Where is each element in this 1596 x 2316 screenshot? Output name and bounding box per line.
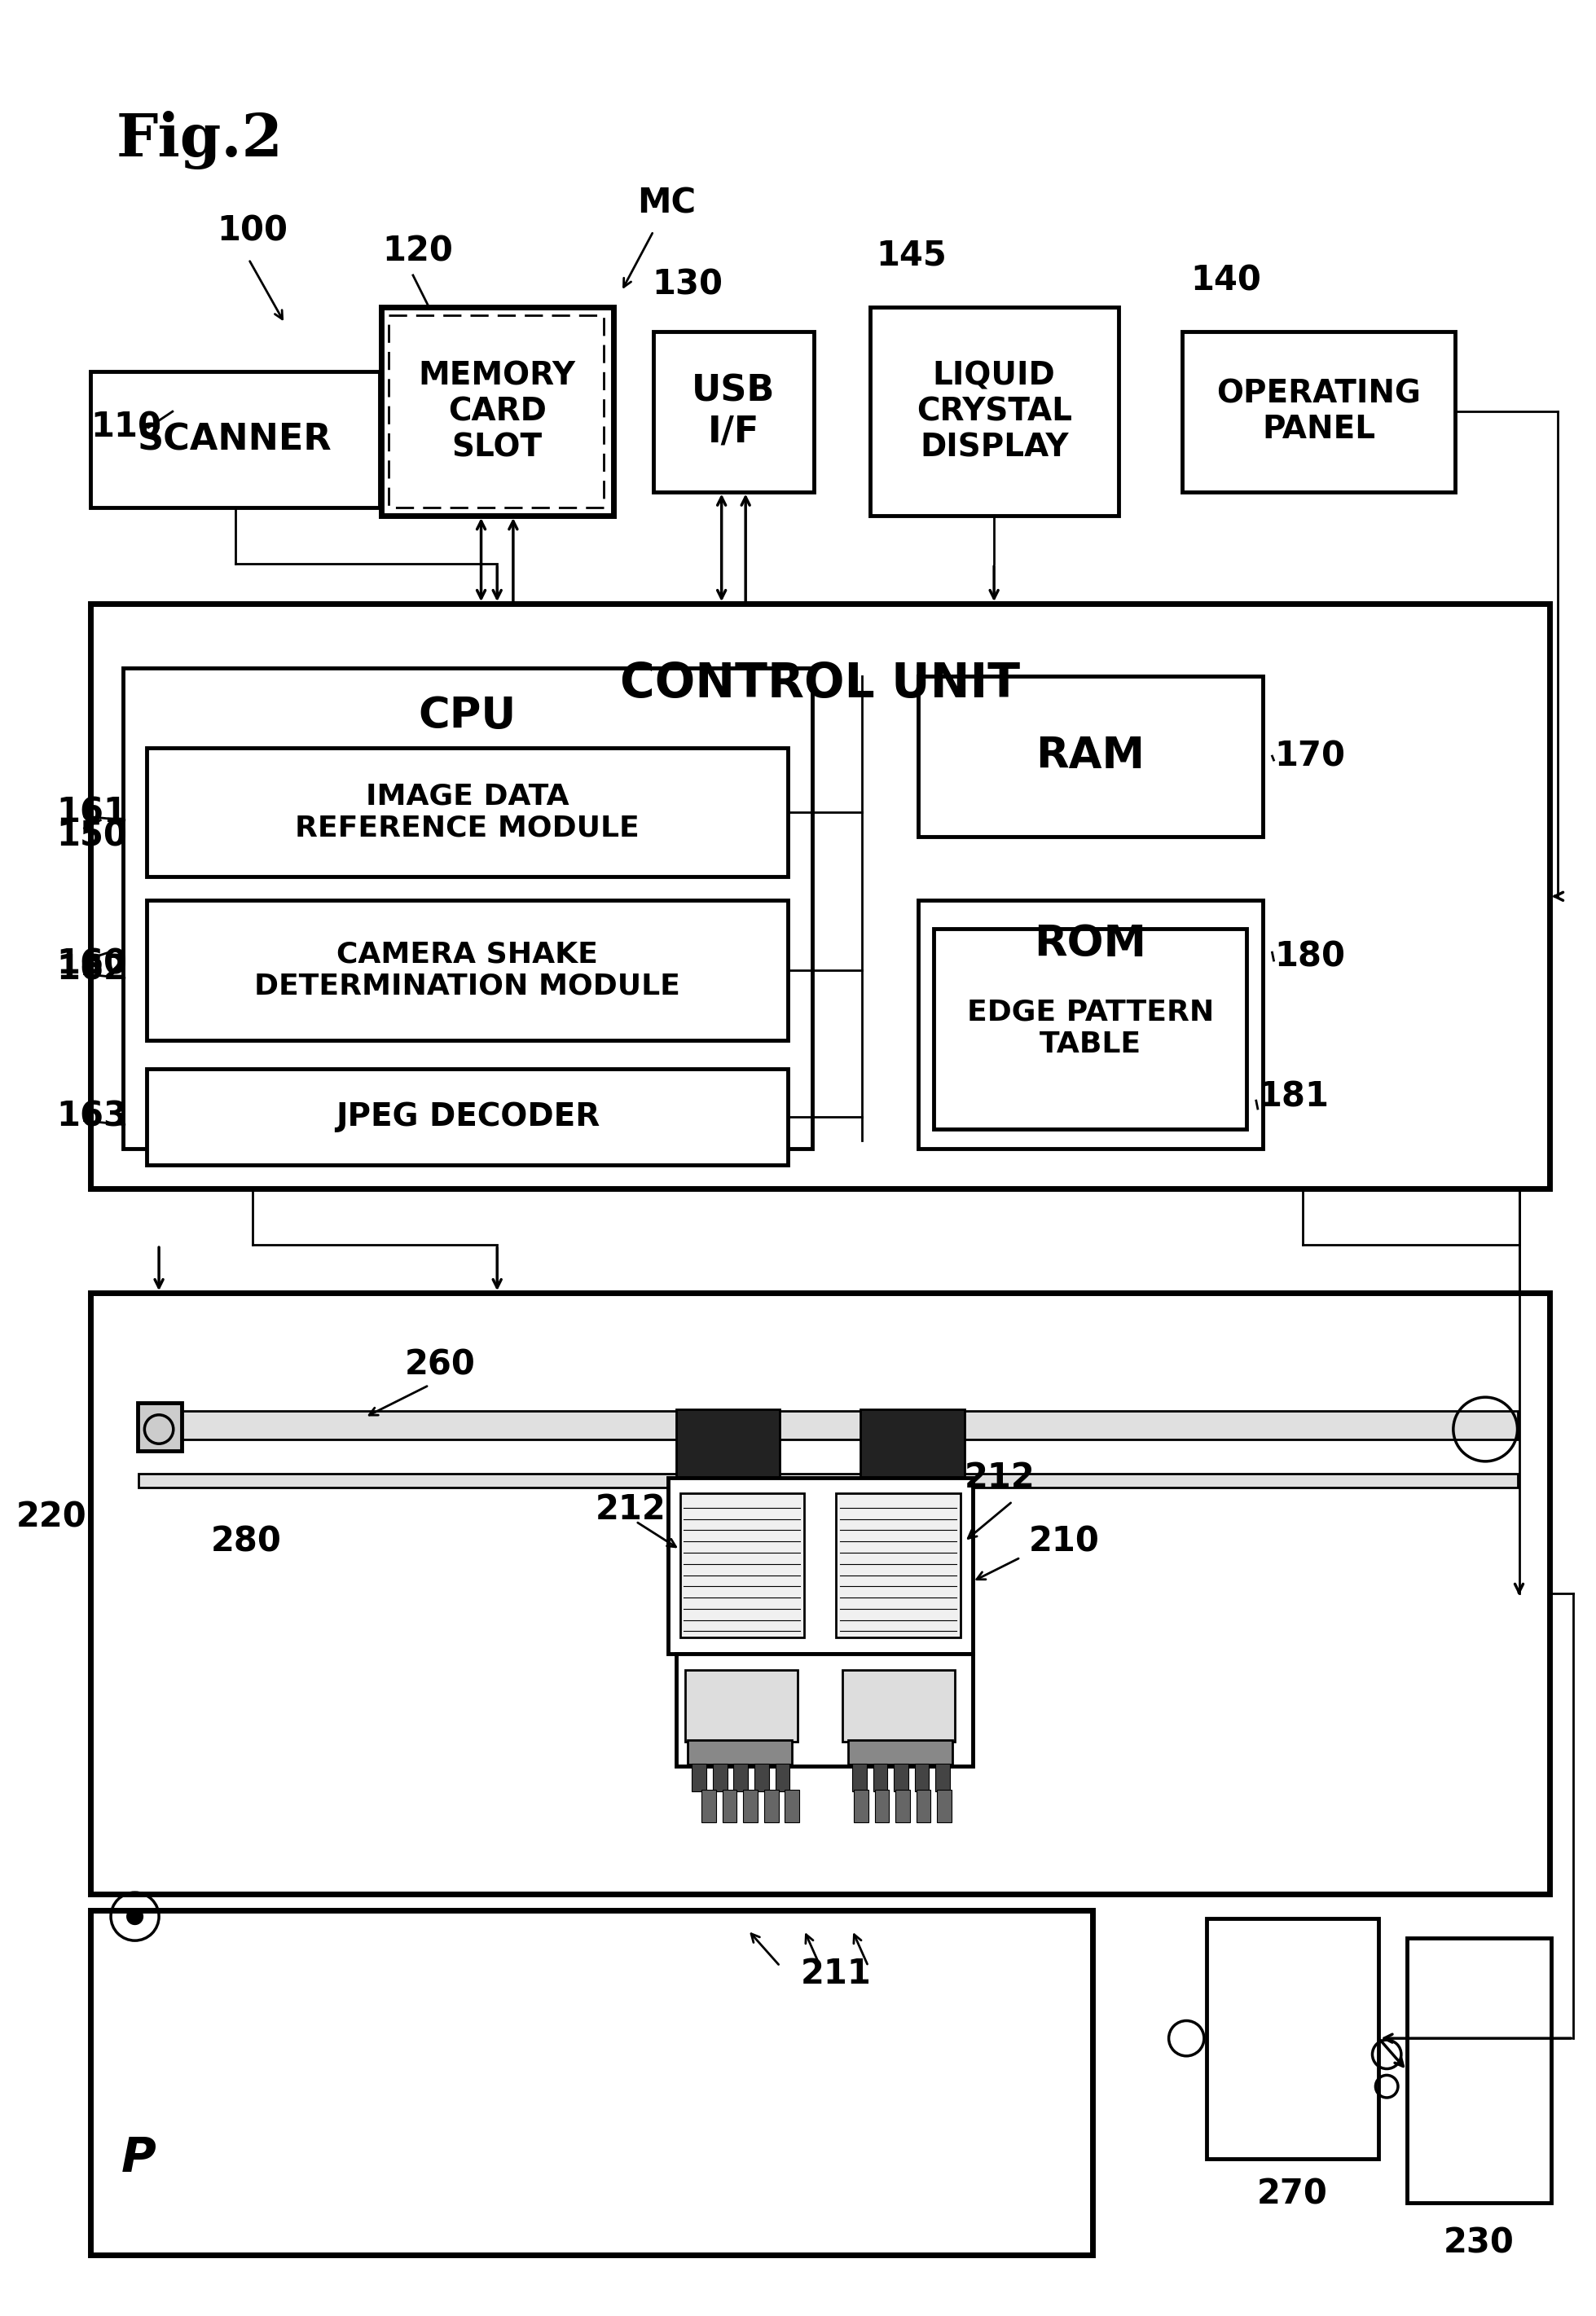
Text: SCANNER: SCANNER — [137, 422, 332, 456]
Bar — [686, 1670, 798, 1742]
Bar — [935, 1762, 950, 1793]
Bar — [653, 331, 814, 491]
Bar — [937, 1790, 951, 1823]
Bar — [723, 1790, 737, 1823]
Circle shape — [126, 1908, 144, 1925]
Bar — [389, 315, 603, 507]
Bar — [139, 1410, 1518, 1441]
Bar — [667, 1478, 972, 1654]
Text: 211: 211 — [801, 1957, 871, 1992]
Bar — [680, 1494, 804, 1637]
Bar — [147, 1068, 788, 1165]
Text: 180: 180 — [1275, 940, 1345, 973]
Bar — [702, 1790, 717, 1823]
Text: 145: 145 — [876, 239, 946, 273]
Text: IMAGE DATA
REFERENCE MODULE: IMAGE DATA REFERENCE MODULE — [295, 783, 640, 843]
Text: 220: 220 — [16, 1501, 86, 1536]
Bar — [693, 1762, 707, 1793]
Text: 110: 110 — [91, 410, 161, 445]
Text: MC: MC — [637, 185, 696, 220]
Bar — [713, 1762, 728, 1793]
Text: Fig.2: Fig.2 — [117, 111, 284, 169]
Bar — [895, 1790, 910, 1823]
Text: 160: 160 — [56, 947, 128, 982]
Bar — [918, 676, 1262, 836]
Text: 212: 212 — [595, 1492, 667, 1526]
Bar — [934, 929, 1246, 1128]
Bar — [688, 1739, 792, 1765]
Bar — [1406, 1938, 1551, 2203]
Text: 120: 120 — [383, 234, 453, 269]
Text: LIQUID
CRYSTAL
DISPLAY: LIQUID CRYSTAL DISPLAY — [916, 361, 1073, 463]
Bar — [147, 901, 788, 1040]
Bar — [860, 1408, 964, 1482]
Bar — [847, 1739, 953, 1765]
Bar — [91, 604, 1550, 1188]
Bar — [1207, 1918, 1379, 2159]
Bar — [852, 1762, 867, 1793]
Text: 280: 280 — [211, 1524, 282, 1559]
Text: 170: 170 — [1275, 739, 1345, 774]
Bar — [123, 667, 812, 1149]
Bar — [870, 308, 1119, 516]
Bar — [675, 1654, 972, 1765]
Text: 210: 210 — [1028, 1524, 1100, 1559]
Text: RAM: RAM — [1036, 734, 1144, 778]
Bar — [381, 308, 613, 516]
Text: 181: 181 — [1259, 1079, 1329, 1114]
Bar — [91, 371, 380, 507]
Text: JPEG DECODER: JPEG DECODER — [335, 1100, 600, 1133]
Text: CAMERA SHAKE
DETERMINATION MODULE: CAMERA SHAKE DETERMINATION MODULE — [254, 940, 680, 1001]
Bar — [147, 748, 788, 875]
Bar — [918, 901, 1262, 1149]
Text: 161: 161 — [56, 794, 128, 829]
Text: EDGE PATTERN
TABLE: EDGE PATTERN TABLE — [967, 998, 1215, 1058]
Bar — [734, 1762, 749, 1793]
Bar — [755, 1762, 769, 1793]
Text: 163: 163 — [56, 1100, 128, 1135]
Bar — [843, 1670, 954, 1742]
Bar — [836, 1494, 961, 1637]
Text: 100: 100 — [217, 213, 287, 248]
Text: OPERATING
PANEL: OPERATING PANEL — [1216, 378, 1420, 445]
Bar — [916, 1790, 930, 1823]
Text: 270: 270 — [1256, 2177, 1328, 2212]
Bar — [744, 1790, 758, 1823]
Bar — [873, 1762, 887, 1793]
Bar — [91, 1911, 1093, 2256]
Bar — [875, 1790, 889, 1823]
Text: USB
I/F: USB I/F — [693, 373, 776, 449]
Bar — [854, 1790, 868, 1823]
Text: 260: 260 — [405, 1348, 476, 1383]
Text: 230: 230 — [1443, 2226, 1515, 2260]
Bar — [91, 1292, 1550, 1894]
Bar — [1183, 331, 1456, 491]
Text: 130: 130 — [651, 269, 723, 301]
Bar — [139, 1473, 1518, 1487]
Text: CONTROL UNIT: CONTROL UNIT — [621, 660, 1020, 706]
Bar — [915, 1762, 929, 1793]
Text: MEMORY
CARD
SLOT: MEMORY CARD SLOT — [418, 361, 576, 463]
Text: 150: 150 — [56, 820, 128, 852]
Bar — [764, 1790, 779, 1823]
Bar — [785, 1790, 800, 1823]
Text: 212: 212 — [964, 1461, 1036, 1494]
Bar — [776, 1762, 790, 1793]
Text: P: P — [121, 2135, 156, 2182]
Text: CPU: CPU — [418, 695, 517, 736]
Text: 162: 162 — [56, 952, 128, 987]
Bar — [137, 1403, 182, 1450]
Bar — [675, 1408, 780, 1482]
Bar — [894, 1762, 908, 1793]
Text: 140: 140 — [1191, 264, 1261, 299]
Text: ROM: ROM — [1034, 924, 1146, 966]
